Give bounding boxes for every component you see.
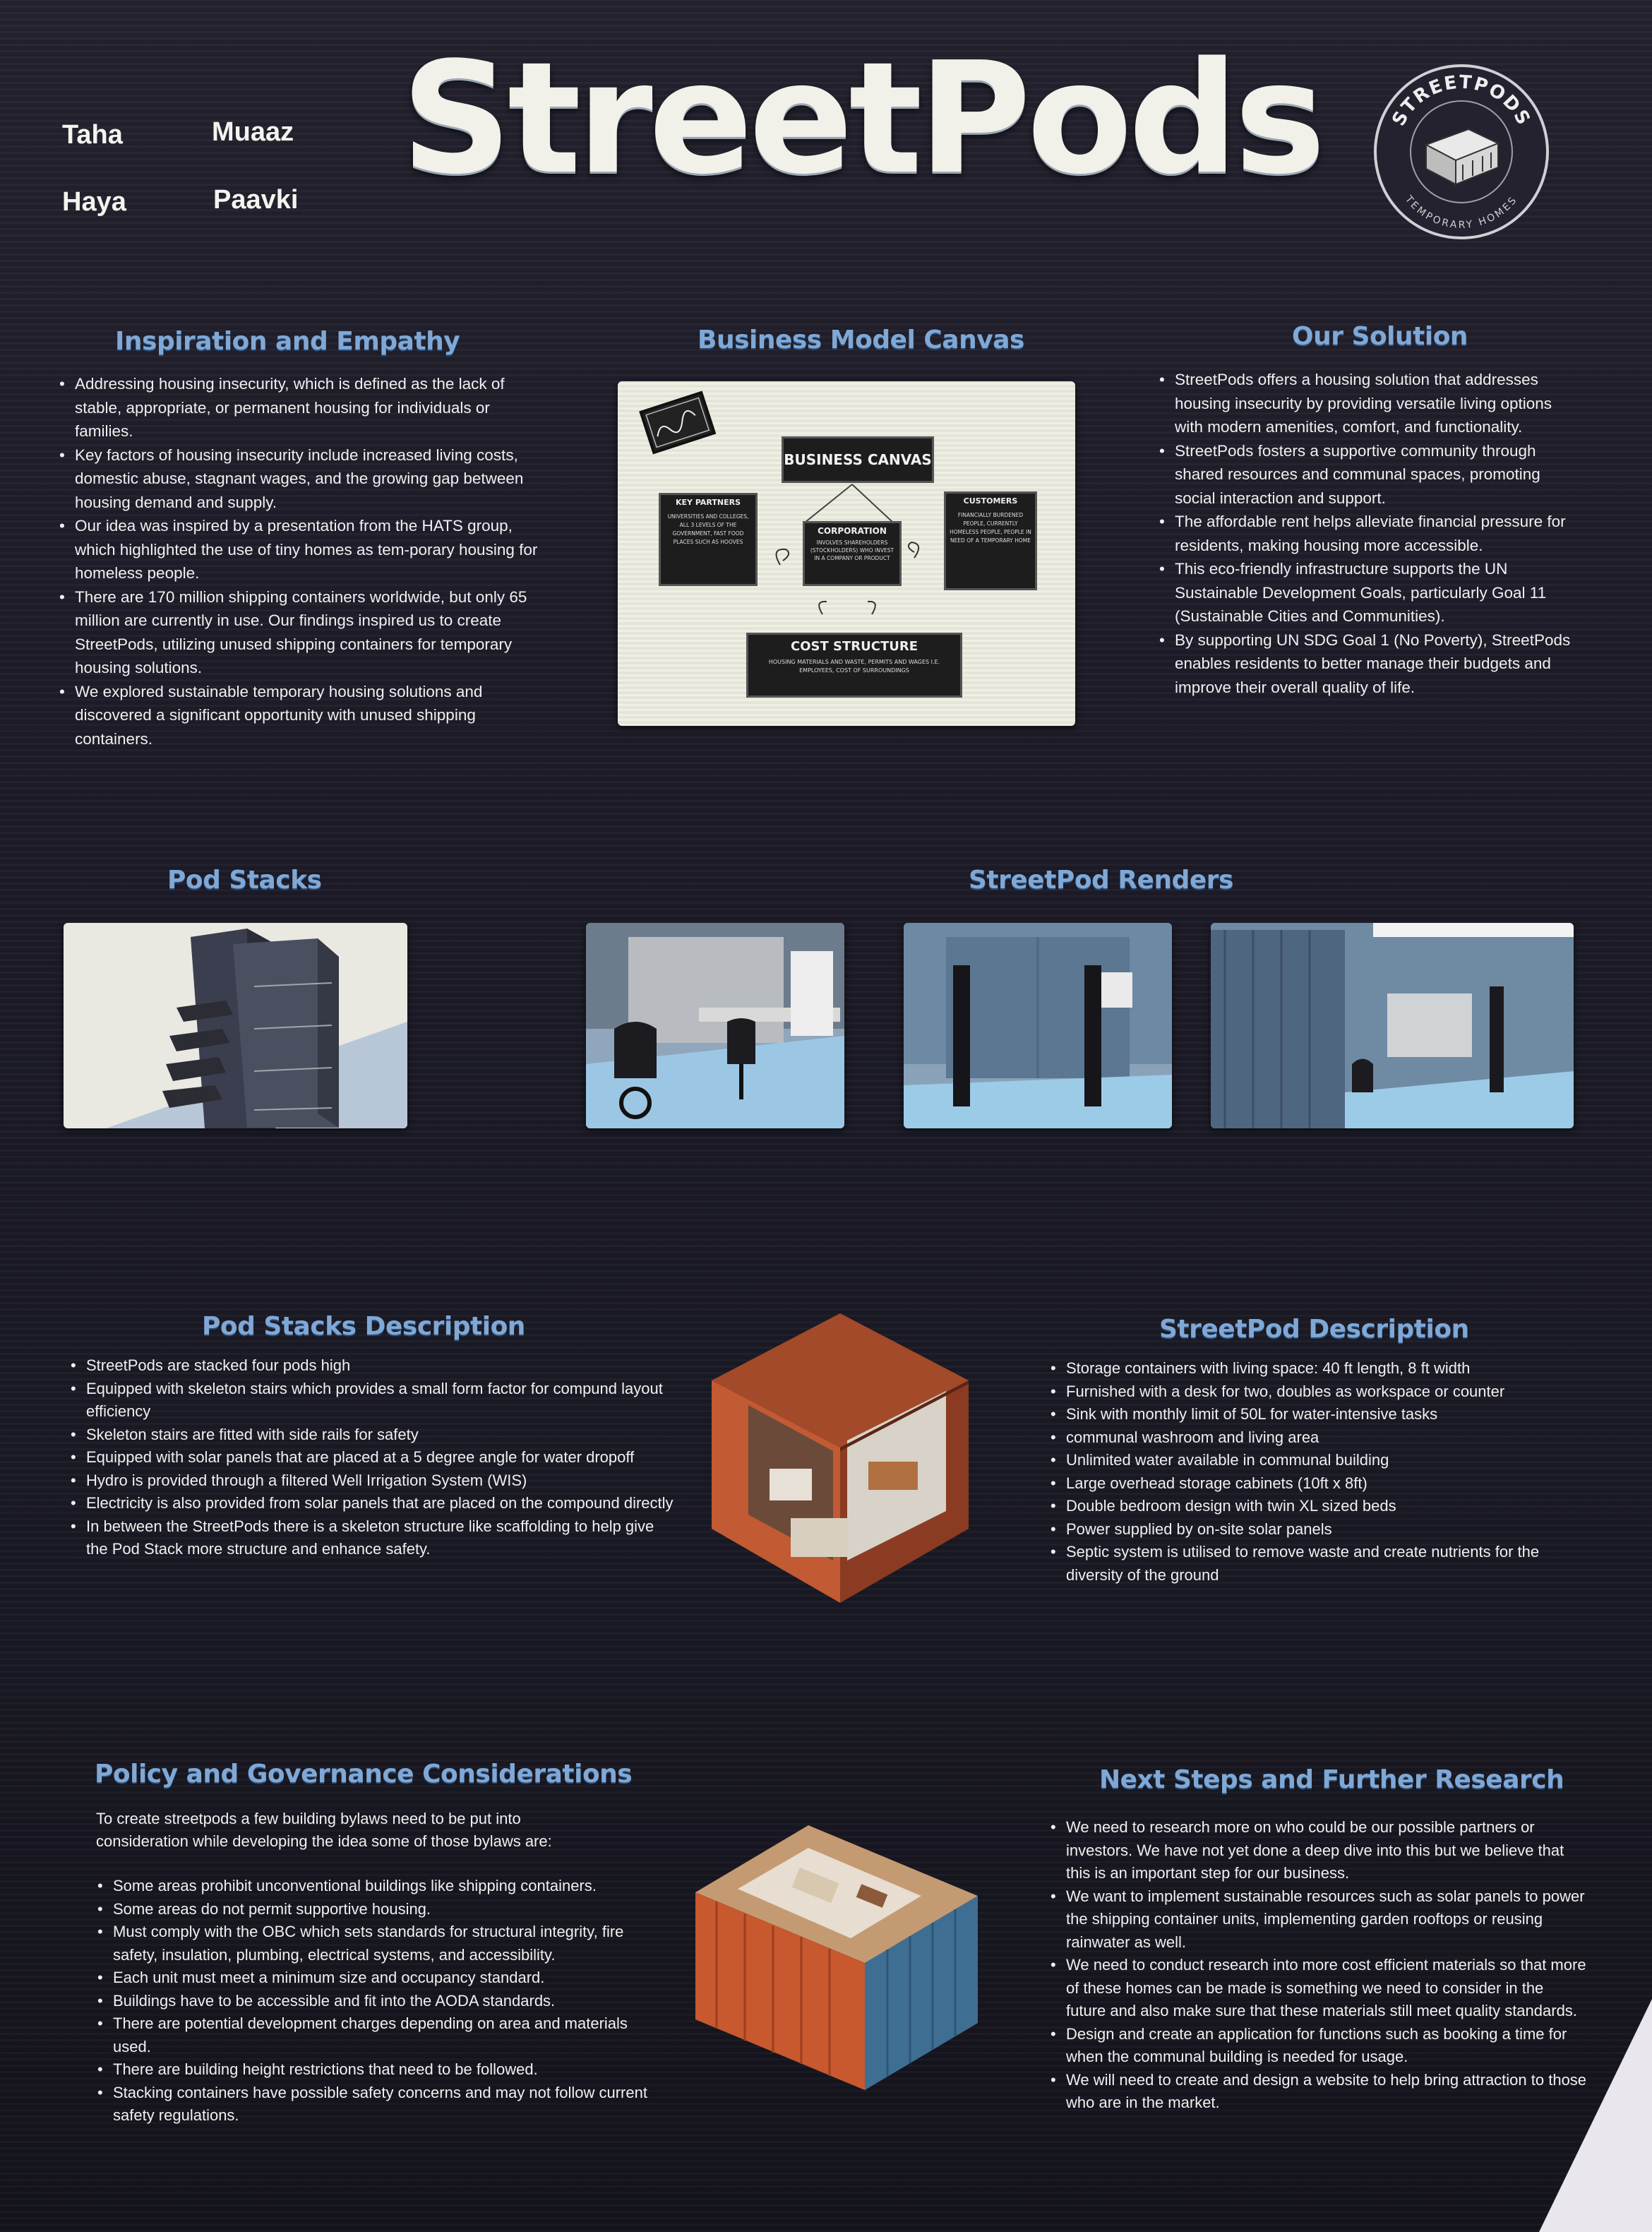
business-canvas-image: BUSINESS CANVAS KEY PARTNERS UNIVERSITIE… [618,381,1075,726]
list-item: We need to research more on who could be… [1051,1816,1587,1885]
list-item: There are 170 million shipping container… [59,585,539,680]
list-item: Sink with monthly limit of 50L for water… [1051,1403,1580,1426]
policy-list: Some areas prohibit unconventional build… [97,1875,648,2127]
corporation-card: CORPORATION INVOLVES SHAREHOLDERS (STOCK… [803,521,902,586]
member-name: Muaaz [212,117,294,147]
list-item: We explored sustainable temporary housin… [59,680,539,751]
list-item: StreetPods offers a housing solution tha… [1159,368,1583,439]
shipping-container-isometric-image [695,1825,978,2090]
list-item: Addressing housing insecurity, which is … [59,372,539,443]
card-title: CORPORATION [818,526,887,536]
render-image-doorway [904,923,1172,1128]
list-item: There are potential development charges … [97,2012,648,2058]
list-item: Skeleton stairs are fitted with side rai… [71,1424,678,1447]
key-partners-card: KEY PARTNERS UNIVERSITIES AND COLLEGES, … [659,493,758,586]
canvas-title: BUSINESS CANVAS [784,451,932,468]
list-item: By supporting UN SDG Goal 1 (No Poverty)… [1159,628,1583,700]
list-item: Double bedroom design with twin XL sized… [1051,1495,1580,1518]
list-item: We need to conduct research into more co… [1051,1954,1587,2023]
section-heading-pod-stacks: Pod Stacks [167,866,322,895]
member-name: Paavki [213,185,299,215]
list-item: Large overhead storage cabinets (10ft x … [1051,1472,1580,1496]
pod-stacks-image [64,923,407,1128]
section-heading-policy: Policy and Governance Considerations [95,1760,633,1789]
card-text: INVOLVES SHAREHOLDERS (STOCKHOLDERS) WHO… [810,539,894,561]
customers-card: CUSTOMERS FINANCIALLY BURDENED PEOPLE, C… [944,491,1037,590]
card-title: CUSTOMERS [963,496,1018,506]
list-item: Unlimited water available in communal bu… [1051,1449,1580,1472]
list-item: In between the StreetPods there is a ske… [71,1515,678,1561]
card-text: FINANCIALLY BURDENED PEOPLE, CURRENTLY H… [950,512,1031,544]
render-image-office [586,923,844,1128]
list-item: Power supplied by on-site solar panels [1051,1518,1580,1541]
cost-structure-card: COST STRUCTURE HOUSING MATERIALS AND WAS… [746,633,962,698]
list-item: StreetPods are stacked four pods high [71,1354,678,1378]
section-heading-next-steps: Next Steps and Further Research [1099,1765,1564,1794]
list-item: communal washroom and living area [1051,1426,1580,1450]
list-item: There are building height restrictions t… [97,2058,648,2082]
list-item: StreetPods fosters a supportive communit… [1159,439,1583,511]
list-item: Equipped with solar panels that are plac… [71,1446,678,1469]
streetpods-logo: STREETPODS TEMPORARY HOMES [1374,64,1549,239]
list-item: We want to implement sustainable resourc… [1051,1885,1587,1955]
member-name: Taha [62,120,123,150]
solution-list: StreetPods offers a housing solution tha… [1159,368,1583,699]
list-item: Some areas prohibit unconventional build… [97,1875,648,1898]
section-heading-inspiration: Inspiration and Empathy [115,327,460,356]
list-item: Furnished with a desk for two, doubles a… [1051,1380,1580,1404]
stacks-desc-list: StreetPods are stacked four pods high Eq… [71,1354,678,1561]
section-heading-pod-desc: StreetPod Description [1159,1315,1469,1344]
section-heading-solution: Our Solution [1292,322,1468,351]
list-item: Equipped with skeleton stairs which prov… [71,1378,678,1424]
list-item: Some areas do not permit supportive hous… [97,1898,648,1921]
pod-icon [1424,128,1500,186]
list-item: Our idea was inspired by a presentation … [59,514,539,585]
list-item: Design and create an application for fun… [1051,2023,1587,2069]
render-image-interior [1211,923,1574,1128]
card-text: HOUSING MATERIALS AND WASTE, PERMITS AND… [768,659,940,674]
list-item: Key factors of housing insecurity includ… [59,443,539,515]
list-item: We will need to create and design a webs… [1051,2069,1587,2115]
list-item: Septic system is utilised to remove wast… [1051,1541,1580,1587]
section-heading-renders: StreetPod Renders [969,866,1233,895]
next-steps-list: We need to research more on who could be… [1051,1816,1587,2115]
section-heading-stacks-desc: Pod Stacks Description [202,1312,525,1341]
card-title: KEY PARTNERS [676,498,741,507]
list-item: Storage containers with living space: 40… [1051,1357,1580,1380]
list-item: Electricity is also provided from solar … [71,1492,678,1515]
policy-intro: To create streetpods a few building byla… [96,1810,552,1850]
inspiration-list: Addressing housing insecurity, which is … [59,372,539,751]
list-item: Buildings have to be accessible and fit … [97,1990,648,2013]
poster-title: StreetPods [401,30,1326,208]
list-item: Must comply with the OBC which sets stan… [97,1921,648,1967]
pod-interior-isometric-image [712,1313,969,1603]
canvas-title-board: BUSINESS CANVAS [782,436,934,483]
list-item: This eco-friendly infrastructure support… [1159,557,1583,628]
list-item: Stacking containers have possible safety… [97,2082,648,2127]
pod-desc-list: Storage containers with living space: 40… [1051,1357,1580,1587]
chalkboard-icon [639,390,717,455]
section-heading-canvas: Business Model Canvas [698,326,1024,354]
card-title: COST STRUCTURE [791,639,918,654]
list-item: The affordable rent helps alleviate fina… [1159,510,1583,557]
member-name: Haya [62,187,126,217]
list-item: Hydro is provided through a filtered Wel… [71,1469,678,1493]
list-item: Each unit must meet a minimum size and o… [97,1967,648,1990]
card-text: UNIVERSITIES AND COLLEGES, ALL 3 LEVELS … [667,513,749,545]
